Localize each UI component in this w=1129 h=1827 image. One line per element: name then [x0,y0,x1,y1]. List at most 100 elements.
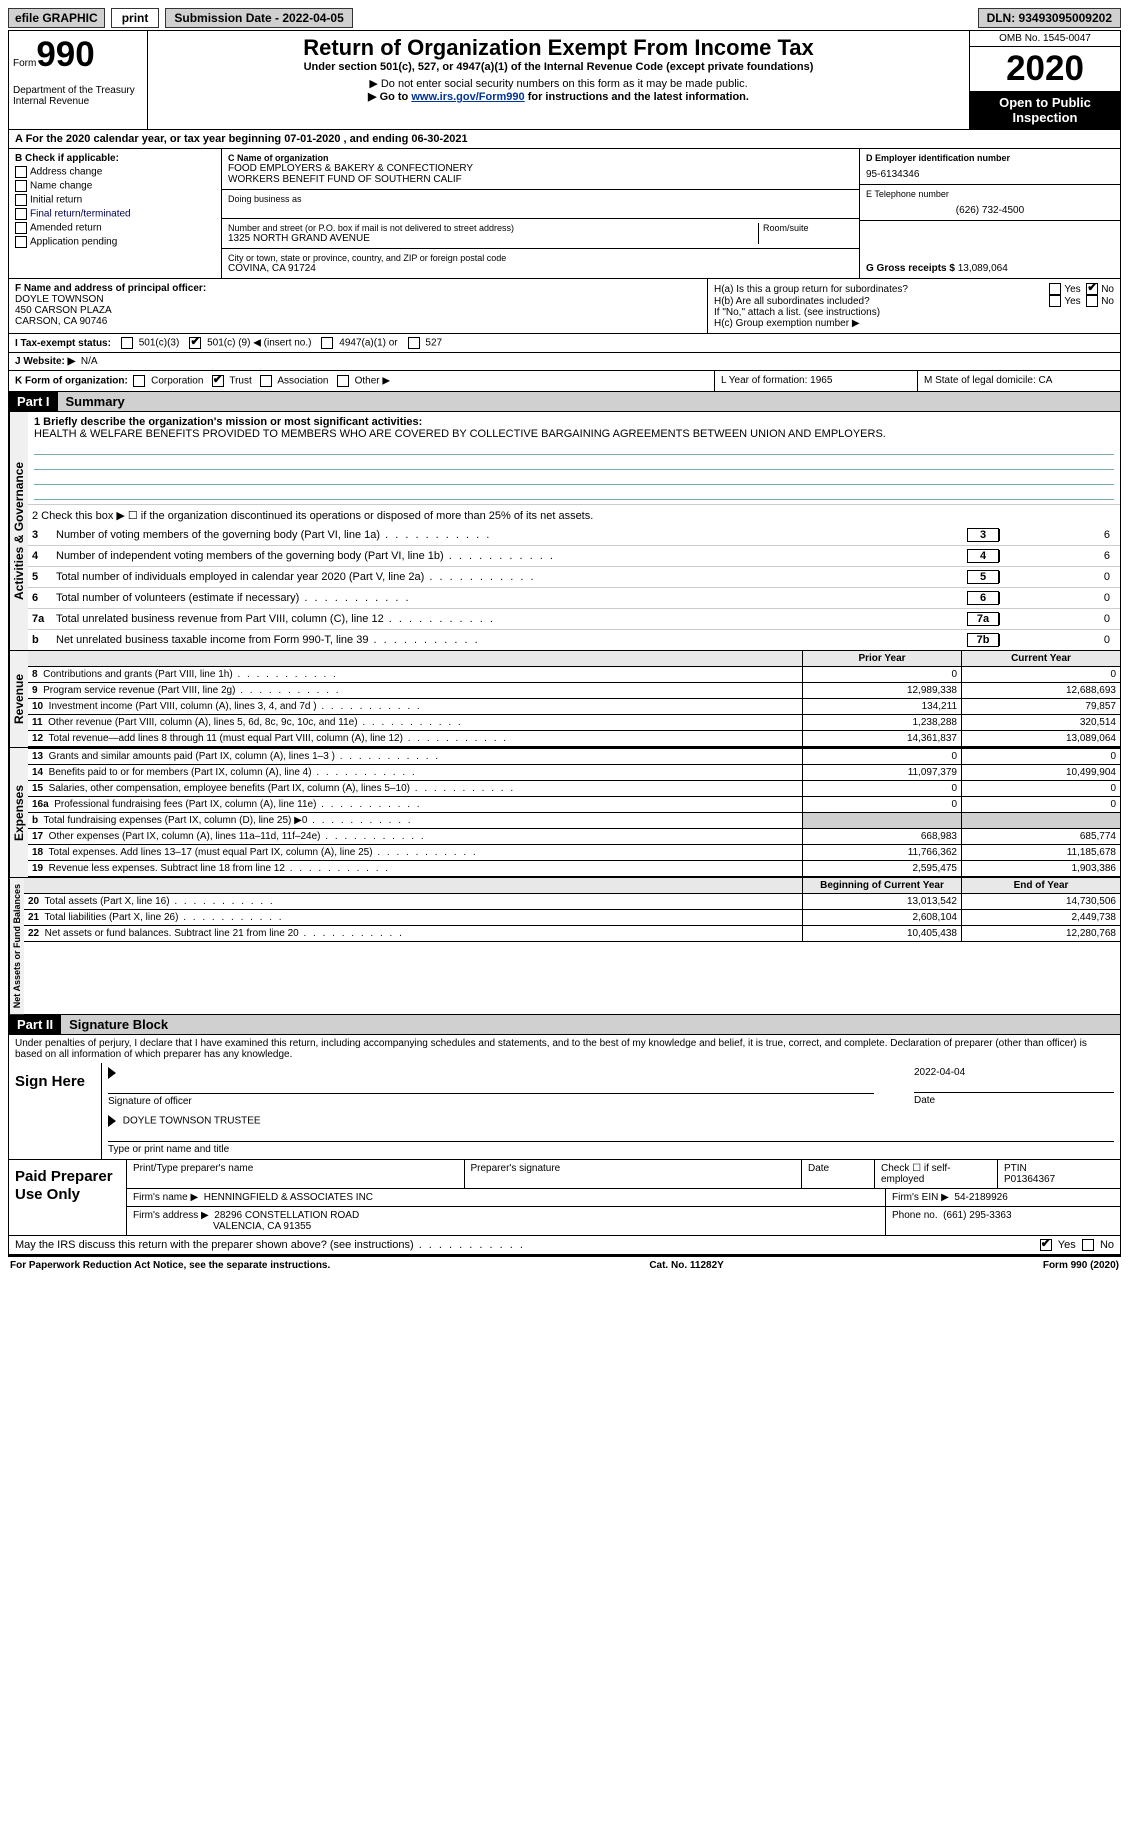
firm-addr1: 28296 CONSTELLATION ROAD [214,1210,359,1221]
label-sig-officer: Signature of officer [108,1096,874,1107]
label-firm-ein: Firm's EIN ▶ [892,1192,949,1203]
form-subtitle: Under section 501(c), 527, or 4947(a)(1)… [154,61,963,73]
table-row: 11 Other revenue (Part VIII, column (A),… [28,715,1120,731]
label-form-org: K Form of organization: [15,376,128,387]
label-room: Room/suite [763,223,853,233]
table-row: 9 Program service revenue (Part VIII, li… [28,683,1120,699]
dln-number: DLN: 93493095009202 [978,8,1121,28]
org-name-1: FOOD EMPLOYERS & BAKERY & CONFECTIONERY [228,163,853,174]
summary-netassets: Net Assets or Fund Balances Beginning of… [8,878,1121,1015]
form-number: 990 [36,35,94,74]
cb-discuss-yes[interactable] [1040,1239,1052,1251]
label-dba: Doing business as [228,194,853,204]
firm-phone: (661) 295-3363 [943,1210,1011,1221]
form-footer: Form 990 (2020) [1043,1260,1119,1271]
cb-address-change[interactable]: Address change [15,166,215,178]
label-city: City or town, state or province, country… [228,253,853,263]
officer-name: DOYLE TOWNSON [15,294,701,305]
vlabel-revenue: Revenue [9,651,28,747]
line1-label: 1 Briefly describe the organization's mi… [34,416,1114,428]
table-row: 14 Benefits paid to or for members (Part… [28,765,1120,781]
cb-trust[interactable] [212,375,224,387]
year-formation: L Year of formation: 1965 [714,371,917,391]
label-firm-name: Firm's name ▶ [133,1192,198,1203]
cb-hb-no[interactable] [1086,295,1098,307]
label-ha: H(a) Is this a group return for subordin… [714,284,1049,295]
gross-receipts-value: 13,089,064 [958,263,1008,274]
mission-text: HEALTH & WELFARE BENEFITS PROVIDED TO ME… [34,428,1114,440]
row-a-tax-year: A For the 2020 calendar year, or tax yea… [8,130,1121,149]
firm-name: HENNINGFIELD & ASSOCIATES INC [204,1192,373,1203]
table-row: 22 Net assets or fund balances. Subtract… [24,926,1120,942]
prior-year-hdr: Prior Year [803,651,962,667]
section-b-label: B Check if applicable: [15,153,215,164]
pra-notice: For Paperwork Reduction Act Notice, see … [10,1260,330,1271]
sign-here-label: Sign Here [9,1063,101,1159]
vlabel-expenses: Expenses [9,748,28,877]
officer-addr1: 450 CARSON PLAZA [15,305,701,316]
label-street: Number and street (or P.O. box if mail i… [228,223,754,233]
firm-ein: 54-2189926 [954,1192,1007,1203]
label-ein: D Employer identification number [866,153,1114,163]
cb-corporation[interactable] [133,375,145,387]
summary-revenue: Revenue Prior Year Current Year 8 Contri… [8,651,1121,748]
omb-number: OMB No. 1545-0047 [970,31,1120,47]
dept-irs: Internal Revenue [13,96,143,107]
cb-ha-no[interactable] [1086,283,1098,295]
table-row: 13 Grants and similar amounts paid (Part… [28,749,1120,765]
self-employed-check[interactable]: Check ☐ if self-employed [875,1160,998,1188]
paid-preparer-label: Paid Preparer Use Only [9,1160,126,1235]
print-button[interactable]: print [111,8,160,28]
cb-discuss-no[interactable] [1082,1239,1094,1251]
declaration-text: Under penalties of perjury, I declare th… [8,1035,1121,1063]
cb-ha-yes[interactable] [1049,283,1061,295]
signature-line[interactable] [108,1079,874,1094]
cb-final-return[interactable]: Final return/terminated [15,208,215,220]
cb-527[interactable] [408,337,420,349]
officer-print-name: DOYLE TOWNSON TRUSTEE [123,1116,261,1127]
cb-hb-yes[interactable] [1049,295,1061,307]
telephone-value: (626) 732-4500 [866,205,1114,216]
gov-line: 6Total number of volunteers (estimate if… [28,587,1120,608]
cb-name-change[interactable]: Name change [15,180,215,192]
cb-other[interactable] [337,375,349,387]
cb-association[interactable] [260,375,272,387]
label-type-name: Type or print name and title [108,1144,1114,1155]
cb-501c3[interactable] [121,337,133,349]
cb-501c[interactable] [189,337,201,349]
cb-4947[interactable] [321,337,333,349]
label-ptin: PTIN [1004,1163,1114,1174]
instruction-1: ▶ Do not enter social security numbers o… [154,77,963,90]
part1-header: Part I [9,392,58,411]
table-row: 8 Contributions and grants (Part VIII, l… [28,667,1120,683]
efile-label: efile GRAPHIC [8,8,105,28]
table-row: 19 Revenue less expenses. Subtract line … [28,861,1120,877]
identity-section: B Check if applicable: Address change Na… [8,149,1121,279]
gov-line: 5Total number of individuals employed in… [28,566,1120,587]
label-firm-addr: Firm's address ▶ [133,1210,209,1221]
label-hb: H(b) Are all subordinates included? [714,296,1049,307]
table-row: 21 Total liabilities (Part X, line 26)2,… [24,910,1120,926]
firm-addr2: VALENCIA, CA 91355 [133,1221,879,1232]
gov-line: 4Number of independent voting members of… [28,545,1120,566]
summary-governance: Activities & Governance 1 Briefly descri… [8,412,1121,651]
signature-date: 2022-04-04 [914,1067,1114,1078]
current-year-hdr: Current Year [962,651,1121,667]
vlabel-governance: Activities & Governance [9,412,28,650]
end-year-hdr: End of Year [962,878,1121,894]
cb-amended-return[interactable]: Amended return [15,222,215,234]
submission-date: Submission Date - 2022-04-05 [165,8,352,28]
instruction-2: ▶ Go to www.irs.gov/Form990 for instruct… [154,90,963,103]
street-address: 1325 NORTH GRAND AVENUE [228,233,754,244]
cb-application-pending[interactable]: Application pending [15,236,215,248]
part1-title: Summary [58,392,1120,411]
dept-treasury: Department of the Treasury [13,85,143,96]
cb-initial-return[interactable]: Initial return [15,194,215,206]
instructions-link[interactable]: www.irs.gov/Form990 [411,91,524,103]
table-row: 12 Total revenue—add lines 8 through 11 … [28,731,1120,747]
table-row: 15 Salaries, other compensation, employe… [28,781,1120,797]
label-preparer-date: Date [808,1163,868,1174]
line2: 2 Check this box ▶ ☐ if the organization… [28,504,1120,525]
table-row: 20 Total assets (Part X, line 16)13,013,… [24,894,1120,910]
table-row: b Total fundraising expenses (Part IX, c… [28,813,1120,829]
